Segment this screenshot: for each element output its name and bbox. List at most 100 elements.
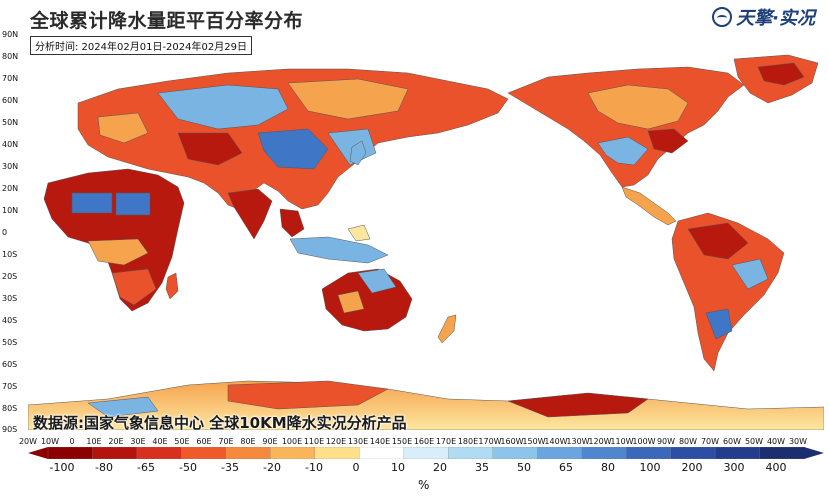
- precipitation-anomaly-map: [28, 33, 824, 430]
- lon-label: 110E: [303, 437, 325, 446]
- colorbar-segment: [359, 447, 405, 459]
- lon-label: 90W: [656, 437, 676, 446]
- lon-label: 100E: [281, 437, 303, 446]
- colorbar-left-arrow: [28, 447, 48, 459]
- new-zealand: [437, 314, 457, 344]
- lat-label: 90N: [2, 30, 19, 39]
- colorbar-segment: [403, 447, 449, 459]
- analysis-period: 分析时间: 2024年02月01日-2024年02月29日: [30, 36, 252, 55]
- colorbar-label: -35: [221, 461, 239, 474]
- lon-label: 150W: [522, 437, 546, 446]
- lon-label: 140E: [369, 437, 391, 446]
- africa: [43, 168, 185, 312]
- colorbar-label: 300: [723, 461, 745, 474]
- southeast-asia: [279, 208, 389, 264]
- lon-label: 30W: [788, 437, 808, 446]
- lon-label: 170W: [478, 437, 502, 446]
- colorbar-label: -50: [179, 461, 197, 474]
- lon-label: 20E: [108, 437, 124, 446]
- japan: [349, 140, 367, 166]
- lat-label: 60S: [2, 360, 18, 369]
- lat-label: 80N: [2, 52, 19, 61]
- lat-label: 70S: [2, 382, 18, 391]
- lon-label: 60E: [196, 437, 212, 446]
- colorbar-label: 65: [559, 461, 573, 474]
- lon-label: 180E: [457, 437, 479, 446]
- lon-label: 50E: [174, 437, 190, 446]
- lat-label: 80S: [2, 404, 18, 413]
- greenland: [733, 54, 819, 104]
- lon-label: 70E: [218, 437, 234, 446]
- colorbar-label: 100: [639, 461, 661, 474]
- lon-label: 150E: [391, 437, 413, 446]
- lon-label: 10E: [86, 437, 102, 446]
- antarctica: [28, 380, 824, 430]
- colorbar-segment: [270, 447, 316, 459]
- colorbar-label: -80: [95, 461, 113, 474]
- colorbar-segment: [670, 447, 716, 459]
- colorbar-right-arrow: [804, 447, 824, 459]
- colorbar-segment: [714, 447, 761, 459]
- lon-label: 40E: [152, 437, 168, 446]
- colorbar-segment: [492, 447, 538, 459]
- logo-text: 天擎·实况: [736, 8, 815, 29]
- colorbar-segment: [448, 447, 494, 459]
- colorbar-label: 80: [601, 461, 615, 474]
- colorbar-segment: [225, 447, 272, 459]
- lat-label: 90S: [2, 425, 18, 434]
- lat-label: 30N: [2, 162, 19, 171]
- north-america: [507, 66, 745, 188]
- lon-label: 30E: [130, 437, 146, 446]
- lon-label: 160W: [500, 437, 524, 446]
- lat-label: 40N: [2, 140, 19, 149]
- lon-label: 120E: [325, 437, 347, 446]
- lon-label: 80W: [678, 437, 698, 446]
- lat-label: 50N: [2, 118, 19, 127]
- australia: [321, 268, 413, 332]
- lon-label: 130E: [347, 437, 369, 446]
- tianqing-logo-icon: [712, 7, 733, 27]
- colorbar: [28, 447, 824, 459]
- lon-label: 10W: [40, 437, 60, 446]
- colorbar-segment: [181, 447, 227, 459]
- lat-label: 70N: [2, 74, 19, 83]
- lon-label: 140W: [544, 437, 568, 446]
- brand-logo: 天擎·实况: [712, 4, 815, 30]
- lon-label: 70W: [700, 437, 720, 446]
- colorbar-label: -100: [49, 461, 75, 474]
- lat-label: 10S: [2, 250, 18, 259]
- colorbar-segment: [537, 447, 583, 459]
- colorbar-segment: [759, 447, 805, 459]
- colorbar-segment: [581, 447, 627, 459]
- colorbar-label: 10: [391, 461, 405, 474]
- lat-label: 40S: [2, 316, 18, 325]
- lon-label: 90E: [262, 437, 278, 446]
- lon-label: 160E: [413, 437, 435, 446]
- lat-label: 20N: [2, 184, 19, 193]
- lon-label: 100W: [632, 437, 656, 446]
- india: [227, 188, 273, 240]
- lon-label: 110W: [610, 437, 634, 446]
- lat-label: 10N: [2, 206, 19, 215]
- colorbar-label: -20: [263, 461, 281, 474]
- lat-label: 0: [2, 228, 8, 237]
- lat-label: 30S: [2, 294, 18, 303]
- lon-label: 120W: [588, 437, 612, 446]
- lon-label: 40W: [766, 437, 786, 446]
- lon-label: 80E: [240, 437, 256, 446]
- colorbar-label: -10: [305, 461, 323, 474]
- lon-label: 130W: [566, 437, 590, 446]
- colorbar-segment: [47, 447, 94, 459]
- colorbar-segment: [625, 447, 672, 459]
- colorbar-segment: [136, 447, 183, 459]
- colorbar-label: 0: [352, 461, 360, 474]
- colorbar-label: 400: [765, 461, 787, 474]
- colorbar-label: 200: [681, 461, 703, 474]
- lon-label: 60W: [722, 437, 742, 446]
- data-source-caption: 数据源:国家气象信息中心 全球10KM降水实况分析产品: [33, 414, 407, 432]
- lon-label: 50W: [744, 437, 764, 446]
- central-america: [621, 186, 677, 226]
- lat-label: 50S: [2, 338, 18, 347]
- colorbar-label: -65: [137, 461, 155, 474]
- colorbar-label: 35: [475, 461, 489, 474]
